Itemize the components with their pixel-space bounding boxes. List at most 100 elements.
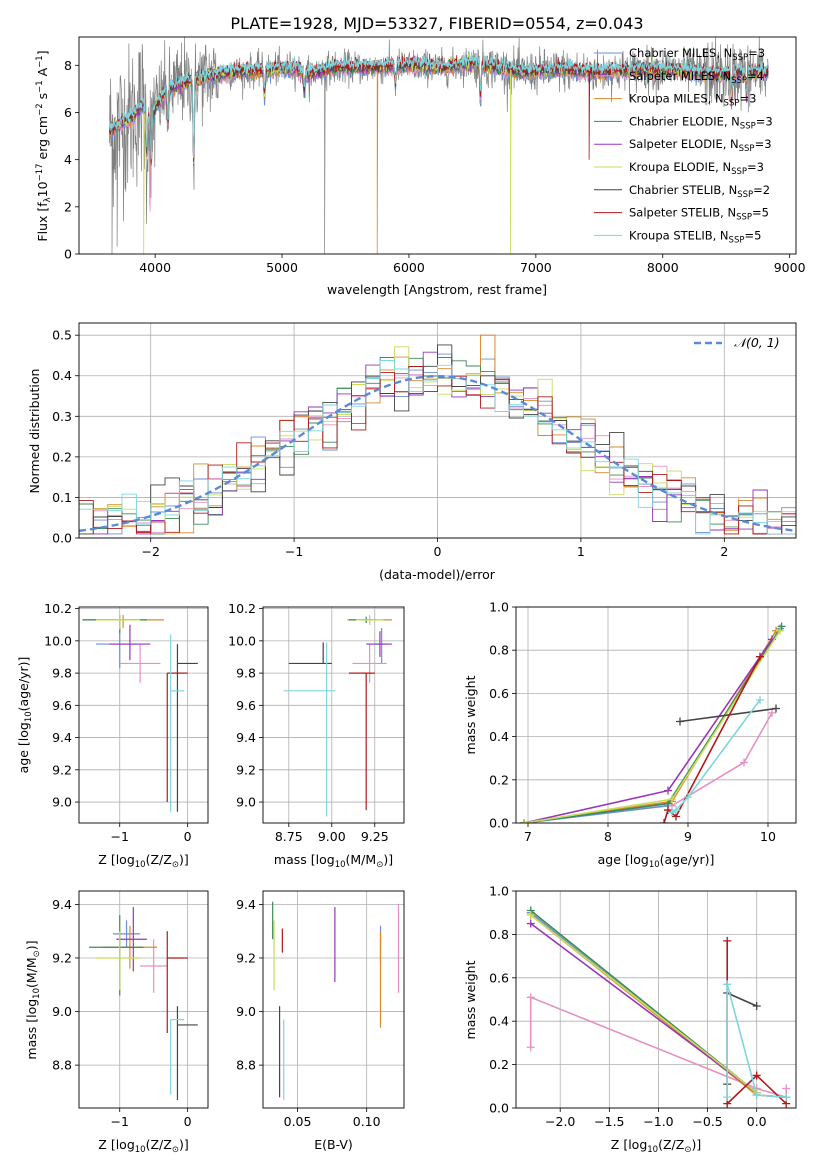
legend-label: Salpeter MILES, NSSP=4	[629, 69, 764, 86]
x-tick-label: 9.00	[318, 829, 346, 844]
y-tick-label: 0.2	[489, 1057, 509, 1072]
legend-label: Kroupa ELODIE, NSSP=3	[629, 160, 764, 177]
y-axis-label: mass weight	[463, 960, 478, 1039]
plot-area	[526, 906, 791, 1108]
x-tick-label: 9000	[774, 260, 806, 275]
x-tick-label: 6000	[393, 260, 425, 275]
marker-plus	[752, 1090, 761, 1099]
x-tick-label: −2.0	[545, 1114, 575, 1129]
axes-frame	[515, 890, 797, 1109]
marker-plus	[752, 1002, 761, 1011]
marker-plus	[526, 919, 535, 928]
y-tick-label: 9.6	[52, 698, 72, 713]
marker-plus	[756, 652, 764, 661]
x-tick-label: 4000	[139, 260, 171, 275]
axes-frame	[262, 606, 405, 824]
y-tick-label: 0.8	[489, 643, 509, 658]
marker-plus	[723, 1093, 732, 1102]
y-tick-label: 9.0	[52, 1004, 72, 1019]
x-tick-label: 9.25	[361, 829, 389, 844]
marker-plus	[520, 819, 528, 823]
legend-label: Chabrier MILES, NSSP=3	[629, 46, 765, 63]
marker-plus	[782, 1093, 791, 1102]
series-line	[530, 922, 758, 1094]
axes-frame	[78, 606, 209, 824]
x-tick-label: 7000	[520, 260, 552, 275]
plot-area	[82, 615, 198, 812]
panel-spectrum: 4000 5000 6000 7000 8000 9000 0 2 4 6 8 wavelength …	[35, 36, 806, 297]
x-tick-label: −1	[285, 544, 303, 559]
y-tick-label: 9.4	[52, 897, 72, 912]
legend-label: Chabrier ELODIE, NSSP=3	[629, 114, 773, 131]
axes-frame	[262, 890, 405, 1109]
histogram-kroupa-stelib	[79, 360, 796, 538]
model-spectrum	[109, 58, 769, 254]
x-tick-label: 2	[720, 544, 728, 559]
x-tick-label: 0	[434, 544, 442, 559]
legend-label: Salpeter STELIB, NSSP=5	[629, 206, 769, 223]
y-tick-label: 9.0	[52, 795, 72, 810]
series-line	[671, 699, 761, 813]
legend-label: Kroupa MILES, NSSP=3	[629, 92, 756, 109]
marker-plus	[526, 993, 535, 1002]
y-tick-label: 0.6	[489, 970, 509, 985]
y-axis-label: Normed distribution	[27, 369, 42, 494]
x-tick-label: 0	[184, 829, 192, 844]
panel-mass_vs_ebv: 0.05 0.10 8.8 9.0 9.2 9.4 E(B-V)	[236, 890, 405, 1152]
y-tick-label: 1.0	[489, 600, 509, 615]
plot-area	[272, 901, 400, 1100]
x-tick-label: 0.05	[284, 1114, 312, 1129]
y-tick-label: 9.4	[236, 897, 256, 912]
y-tick-label: 9.8	[236, 666, 256, 681]
x-tick-label: −1	[111, 829, 129, 844]
y-tick-label: 0.0	[489, 1101, 509, 1116]
y-tick-label: 9.2	[52, 762, 72, 777]
series-line	[671, 712, 773, 807]
plot-area	[283, 615, 392, 817]
y-tick-label: 9.2	[236, 950, 256, 965]
y-tick-label: 9.2	[52, 950, 72, 965]
y-axis-label: mass weight	[463, 675, 478, 754]
marker-plus	[672, 806, 680, 815]
y-axis-label: mass [log10(M/M⊙)]	[24, 940, 42, 1059]
x-axis-label: (data-model)/error	[379, 567, 496, 582]
y-tick-label: 9.6	[236, 698, 256, 713]
marker-plus	[768, 708, 776, 717]
x-axis-label: Z [log10(Z/Z⊙)]	[98, 1137, 188, 1155]
y-tick-label: 0.2	[489, 772, 509, 787]
y-tick-label: 0.3	[52, 409, 72, 424]
y-tick-label: 0.1	[52, 490, 72, 505]
y-tick-label: 9.2	[236, 762, 256, 777]
panel-mass_weight_vs_Z: −2.0 −1.5 −1.0 −0.5 0.0 0.0 0.2 0.4 0.6 0.8 1.0 Z […	[463, 884, 797, 1155]
marker-plus	[676, 717, 684, 726]
x-axis-label: E(B-V)	[314, 1137, 353, 1152]
y-tick-label: 0.2	[52, 449, 72, 464]
model-spectrum	[109, 51, 769, 160]
x-tick-label: 1	[577, 544, 585, 559]
series-line	[679, 707, 777, 723]
x-tick-label: −1.0	[643, 1114, 673, 1129]
y-tick-label: 9.4	[52, 730, 72, 745]
marker-plus	[752, 1071, 761, 1080]
x-tick-label: −1.5	[594, 1114, 624, 1129]
marker-plus	[776, 626, 784, 635]
marker-plus	[526, 910, 535, 919]
panel-age_vs_mass: 8.75 9.00 9.25 9.0 9.2 9.4 9.6 9.8 10.0 10.2 mass …	[228, 601, 405, 870]
x-tick-label: −2	[141, 544, 159, 559]
legend-label: Kroupa STELIB, NSSP=5	[629, 228, 761, 245]
y-tick-label: 9.0	[236, 1004, 256, 1019]
x-axis-label: wavelength [Angstrom, rest frame]	[327, 282, 547, 297]
y-tick-label: 4	[64, 152, 72, 167]
y-tick-label: 8	[64, 58, 72, 73]
y-tick-label: 0.0	[52, 531, 72, 546]
y-tick-label: 1.0	[489, 884, 509, 899]
marker-plus	[660, 819, 668, 823]
marker-plus	[756, 695, 764, 704]
y-axis-label: Flux [fλ10−17 erg cm−2 s−1 A−1]	[35, 50, 53, 241]
y-tick-label: 8.8	[52, 1058, 72, 1073]
plot-area	[520, 622, 786, 823]
x-axis-label: age [log10(age/yr)]	[598, 852, 715, 870]
figure-title: PLATE=1928, MJD=53327, FIBERID=0554, z=0…	[230, 14, 643, 33]
plot-area	[79, 334, 796, 538]
